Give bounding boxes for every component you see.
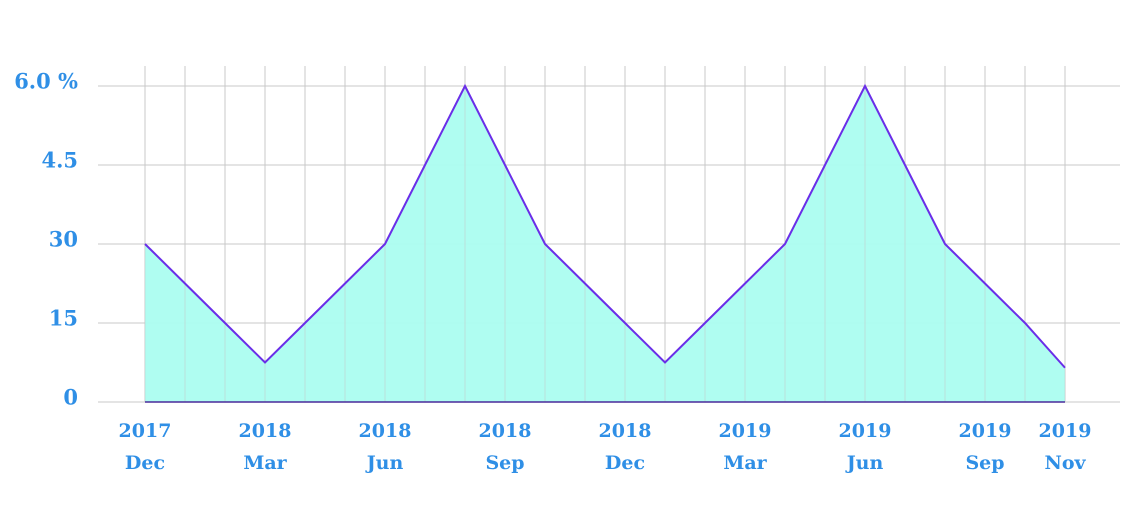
x-tick-label: 2018	[359, 420, 412, 442]
x-tick-label: Sep	[965, 452, 1004, 474]
x-tick-label: Jun	[365, 452, 404, 474]
x-tick-label: Sep	[485, 452, 524, 474]
y-tick-label: 15	[49, 306, 78, 331]
line	[144, 83, 1066, 369]
x-tick-label: 2017	[119, 420, 172, 442]
y-tick-label: 6.0 %	[14, 69, 78, 94]
x-tick-label: Dec	[605, 452, 645, 474]
x-tick-label: Jun	[845, 452, 884, 474]
x-tick-label: Mar	[243, 452, 287, 474]
area	[145, 86, 1065, 402]
x-tick-label: Mar	[723, 452, 767, 474]
x-tick-label: 2018	[599, 420, 652, 442]
x-tick-label: 2018	[239, 420, 292, 442]
x-tick-label: Nov	[1044, 452, 1086, 474]
y-tick-label: 30	[49, 227, 78, 252]
x-tick-label: 2019	[959, 420, 1012, 442]
y-tick-label: 4.5	[41, 148, 78, 173]
x-tick-label: 2019	[1039, 420, 1092, 442]
x-tick-label: 2019	[839, 420, 892, 442]
x-tick-label: 2019	[719, 420, 772, 442]
y-tick-label: 0	[63, 385, 78, 410]
x-tick-label: Dec	[125, 452, 165, 474]
x-tick-label: 2018	[479, 420, 532, 442]
